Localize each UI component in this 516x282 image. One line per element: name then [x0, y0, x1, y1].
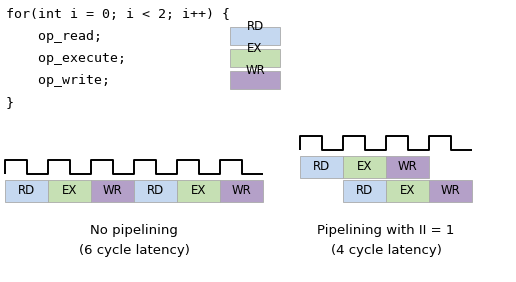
Text: WR: WR [398, 160, 417, 173]
Text: RD: RD [246, 20, 264, 33]
Text: No pipelining: No pipelining [90, 224, 178, 237]
Text: WR: WR [103, 184, 122, 197]
FancyBboxPatch shape [386, 180, 429, 202]
Text: EX: EX [62, 184, 77, 197]
Text: for(int i = 0; i < 2; i++) {: for(int i = 0; i < 2; i++) { [6, 8, 230, 21]
FancyBboxPatch shape [300, 156, 343, 178]
Text: }: } [6, 96, 14, 109]
FancyBboxPatch shape [230, 71, 280, 89]
Text: RD: RD [356, 184, 373, 197]
Text: (4 cycle latency): (4 cycle latency) [331, 244, 441, 257]
Text: op_write;: op_write; [6, 74, 110, 87]
FancyBboxPatch shape [91, 180, 134, 202]
Text: EX: EX [400, 184, 415, 197]
FancyBboxPatch shape [134, 180, 177, 202]
FancyBboxPatch shape [343, 180, 386, 202]
FancyBboxPatch shape [429, 180, 472, 202]
Text: WR: WR [245, 64, 265, 77]
Text: op_read;: op_read; [6, 30, 102, 43]
FancyBboxPatch shape [220, 180, 263, 202]
Text: EX: EX [247, 42, 263, 55]
FancyBboxPatch shape [386, 156, 429, 178]
Text: RD: RD [18, 184, 35, 197]
Text: EX: EX [357, 160, 372, 173]
FancyBboxPatch shape [48, 180, 91, 202]
FancyBboxPatch shape [5, 180, 48, 202]
Text: EX: EX [191, 184, 206, 197]
FancyBboxPatch shape [343, 156, 386, 178]
Text: RD: RD [147, 184, 164, 197]
Text: op_execute;: op_execute; [6, 52, 126, 65]
Text: (6 cycle latency): (6 cycle latency) [78, 244, 189, 257]
Text: WR: WR [232, 184, 251, 197]
FancyBboxPatch shape [177, 180, 220, 202]
Text: WR: WR [441, 184, 460, 197]
FancyBboxPatch shape [230, 49, 280, 67]
Text: RD: RD [313, 160, 330, 173]
FancyBboxPatch shape [230, 27, 280, 45]
Text: Pipelining with II = 1: Pipelining with II = 1 [317, 224, 455, 237]
